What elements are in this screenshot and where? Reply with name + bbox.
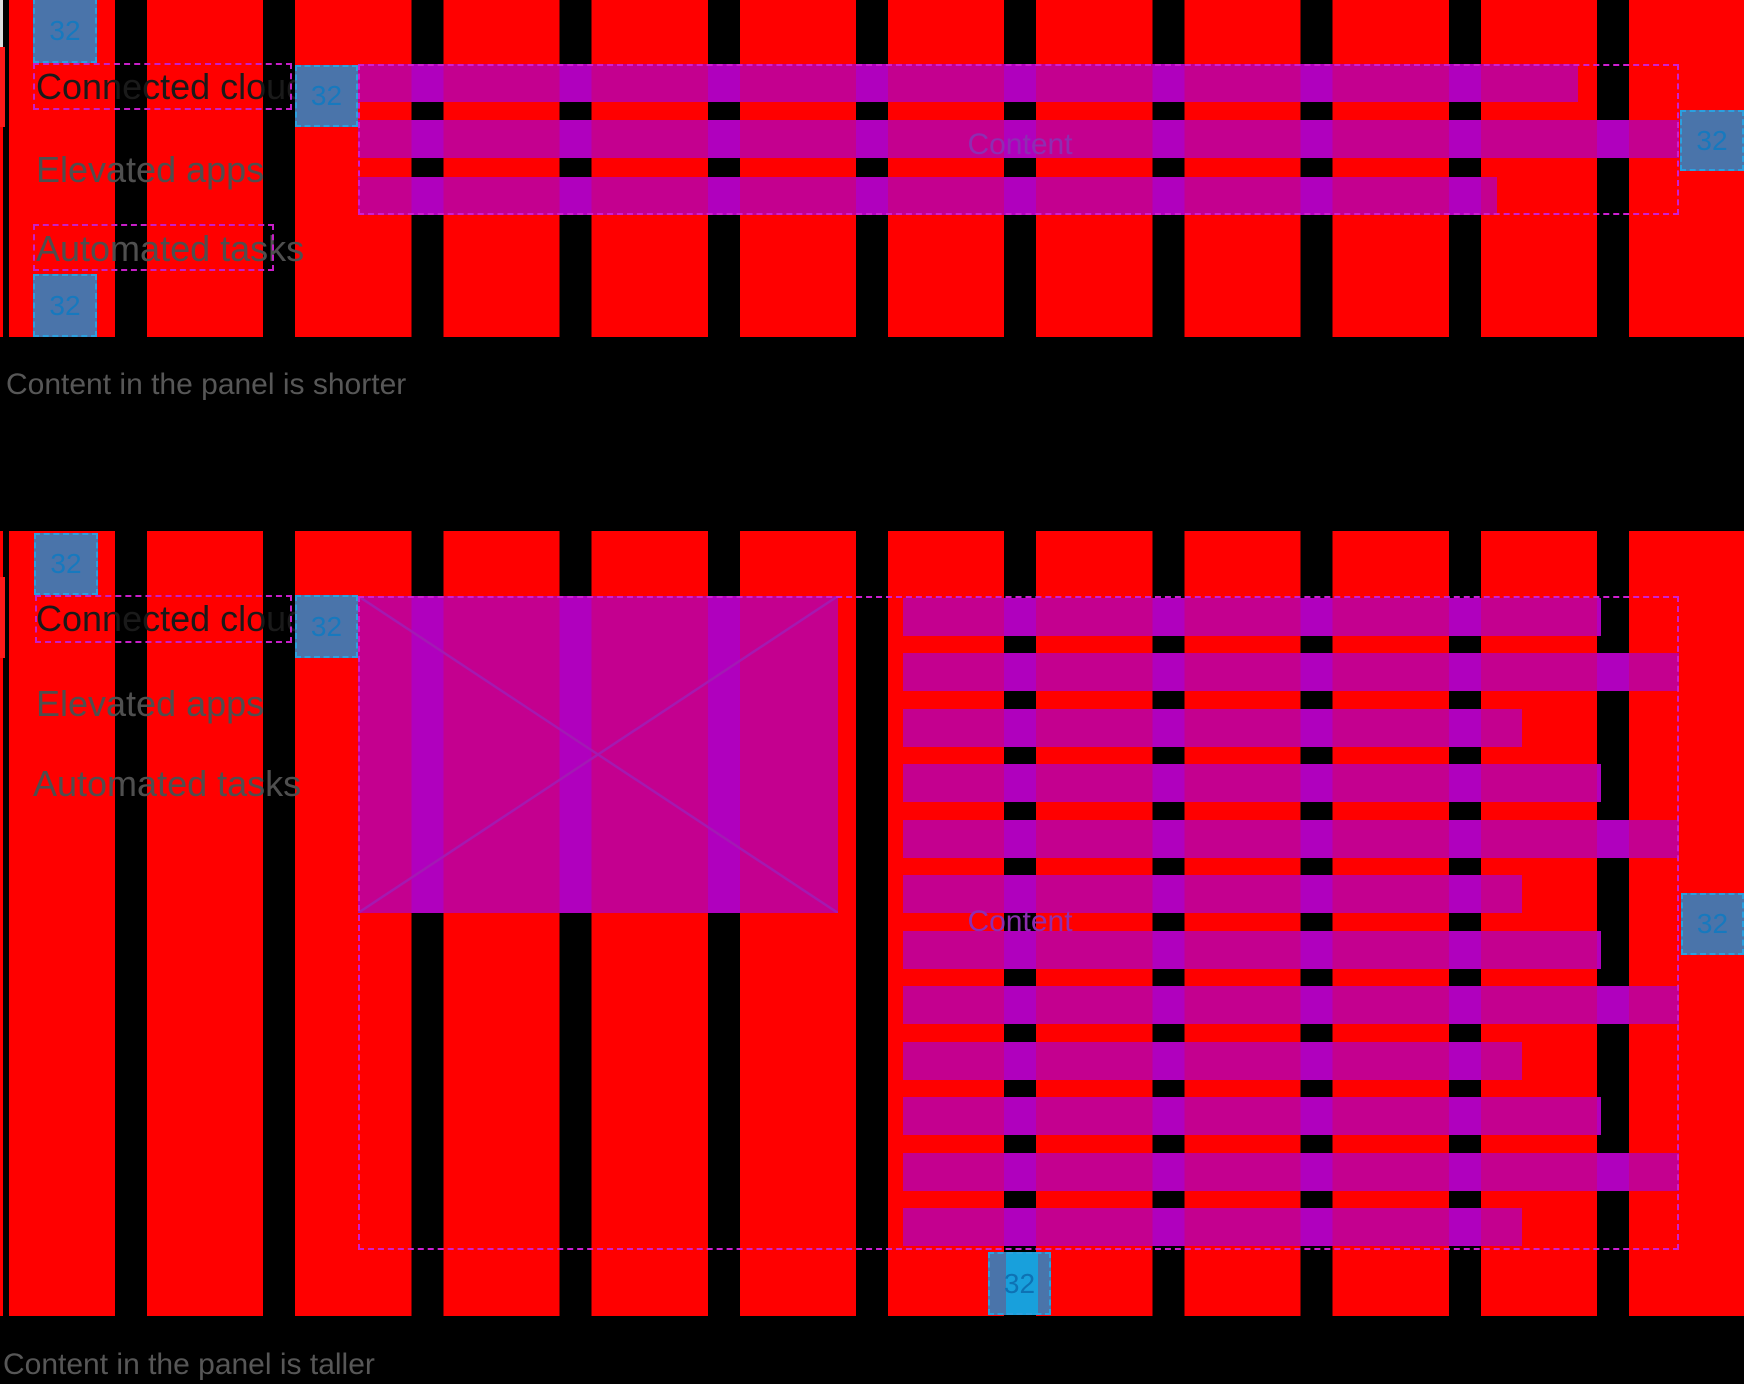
skeleton-text-line [903,1097,1601,1135]
spacing-marker-32: 32 [33,0,97,63]
skeleton-text-line [903,1208,1522,1246]
nav-item-automated-tasks[interactable]: Automated tasks [36,228,305,269]
spacing-marker-32: 32 [295,595,358,658]
selected-item-indicator [0,577,5,658]
image-placeholder-diagonals [358,596,838,913]
spacing-marker-32: 32 [1681,893,1744,955]
skeleton-text-line [358,64,1578,102]
spacing-marker-label: 32 [1696,124,1728,156]
skeleton-text-line [903,1042,1522,1080]
nav-item-elevated-apps[interactable]: Elevated apps [36,149,265,190]
panel-content-shorter: Connected clouds Elevated apps Automated… [0,0,1744,337]
spacing-marker-label: 32 [310,80,343,111]
skeleton-text-line [903,653,1679,691]
nav-item-connected-clouds[interactable]: Connected clouds [36,66,325,107]
skeleton-text-line [903,1153,1679,1191]
skeleton-text-line [903,875,1522,913]
skeleton-text-line [903,598,1601,636]
skeleton-text-line [903,820,1679,858]
nav-item-connected-clouds[interactable]: Connected clouds [36,598,325,639]
image-placeholder [358,596,838,913]
spacing-marker-32: 32 [295,65,358,127]
skeleton-text-line [903,986,1679,1024]
nav-item-elevated-apps[interactable]: Elevated apps [36,683,265,724]
spacing-marker-label: 32 [49,14,81,46]
figure-caption-shorter: Content in the panel is shorter [6,368,407,401]
figure-caption-taller: Content in the panel is taller [3,1348,375,1381]
panel-edge-highlight [0,0,3,47]
skeleton-text-line [903,709,1522,747]
spacing-marker-32: 32 [34,533,98,595]
panel-left-gutter [3,531,9,1316]
spacing-marker-32: 32 [1680,110,1744,171]
spacing-marker-32: 32 [988,1252,1051,1315]
selected-item-indicator [0,47,5,127]
spacing-marker-label: 32 [49,289,81,321]
spacing-marker-label: 32 [310,610,343,642]
panel-content-taller: Connected clouds Elevated apps Automated… [0,531,1744,1316]
skeleton-text-line [358,120,1679,158]
spacing-marker-label: 32 [1696,908,1729,939]
spacing-marker-32: 32 [33,274,97,337]
nav-item-automated-tasks[interactable]: Automated tasks [33,763,302,804]
panel-left-gutter [3,0,9,337]
skeleton-text-line [903,931,1601,969]
skeleton-text-line [358,177,1497,215]
skeleton-text-line [903,764,1601,802]
content-placeholder-label: Content [967,905,1073,938]
spacing-marker-label: 32 [1003,1267,1036,1299]
spacing-marker-label: 32 [50,548,82,579]
content-placeholder-label: Content [967,128,1073,161]
